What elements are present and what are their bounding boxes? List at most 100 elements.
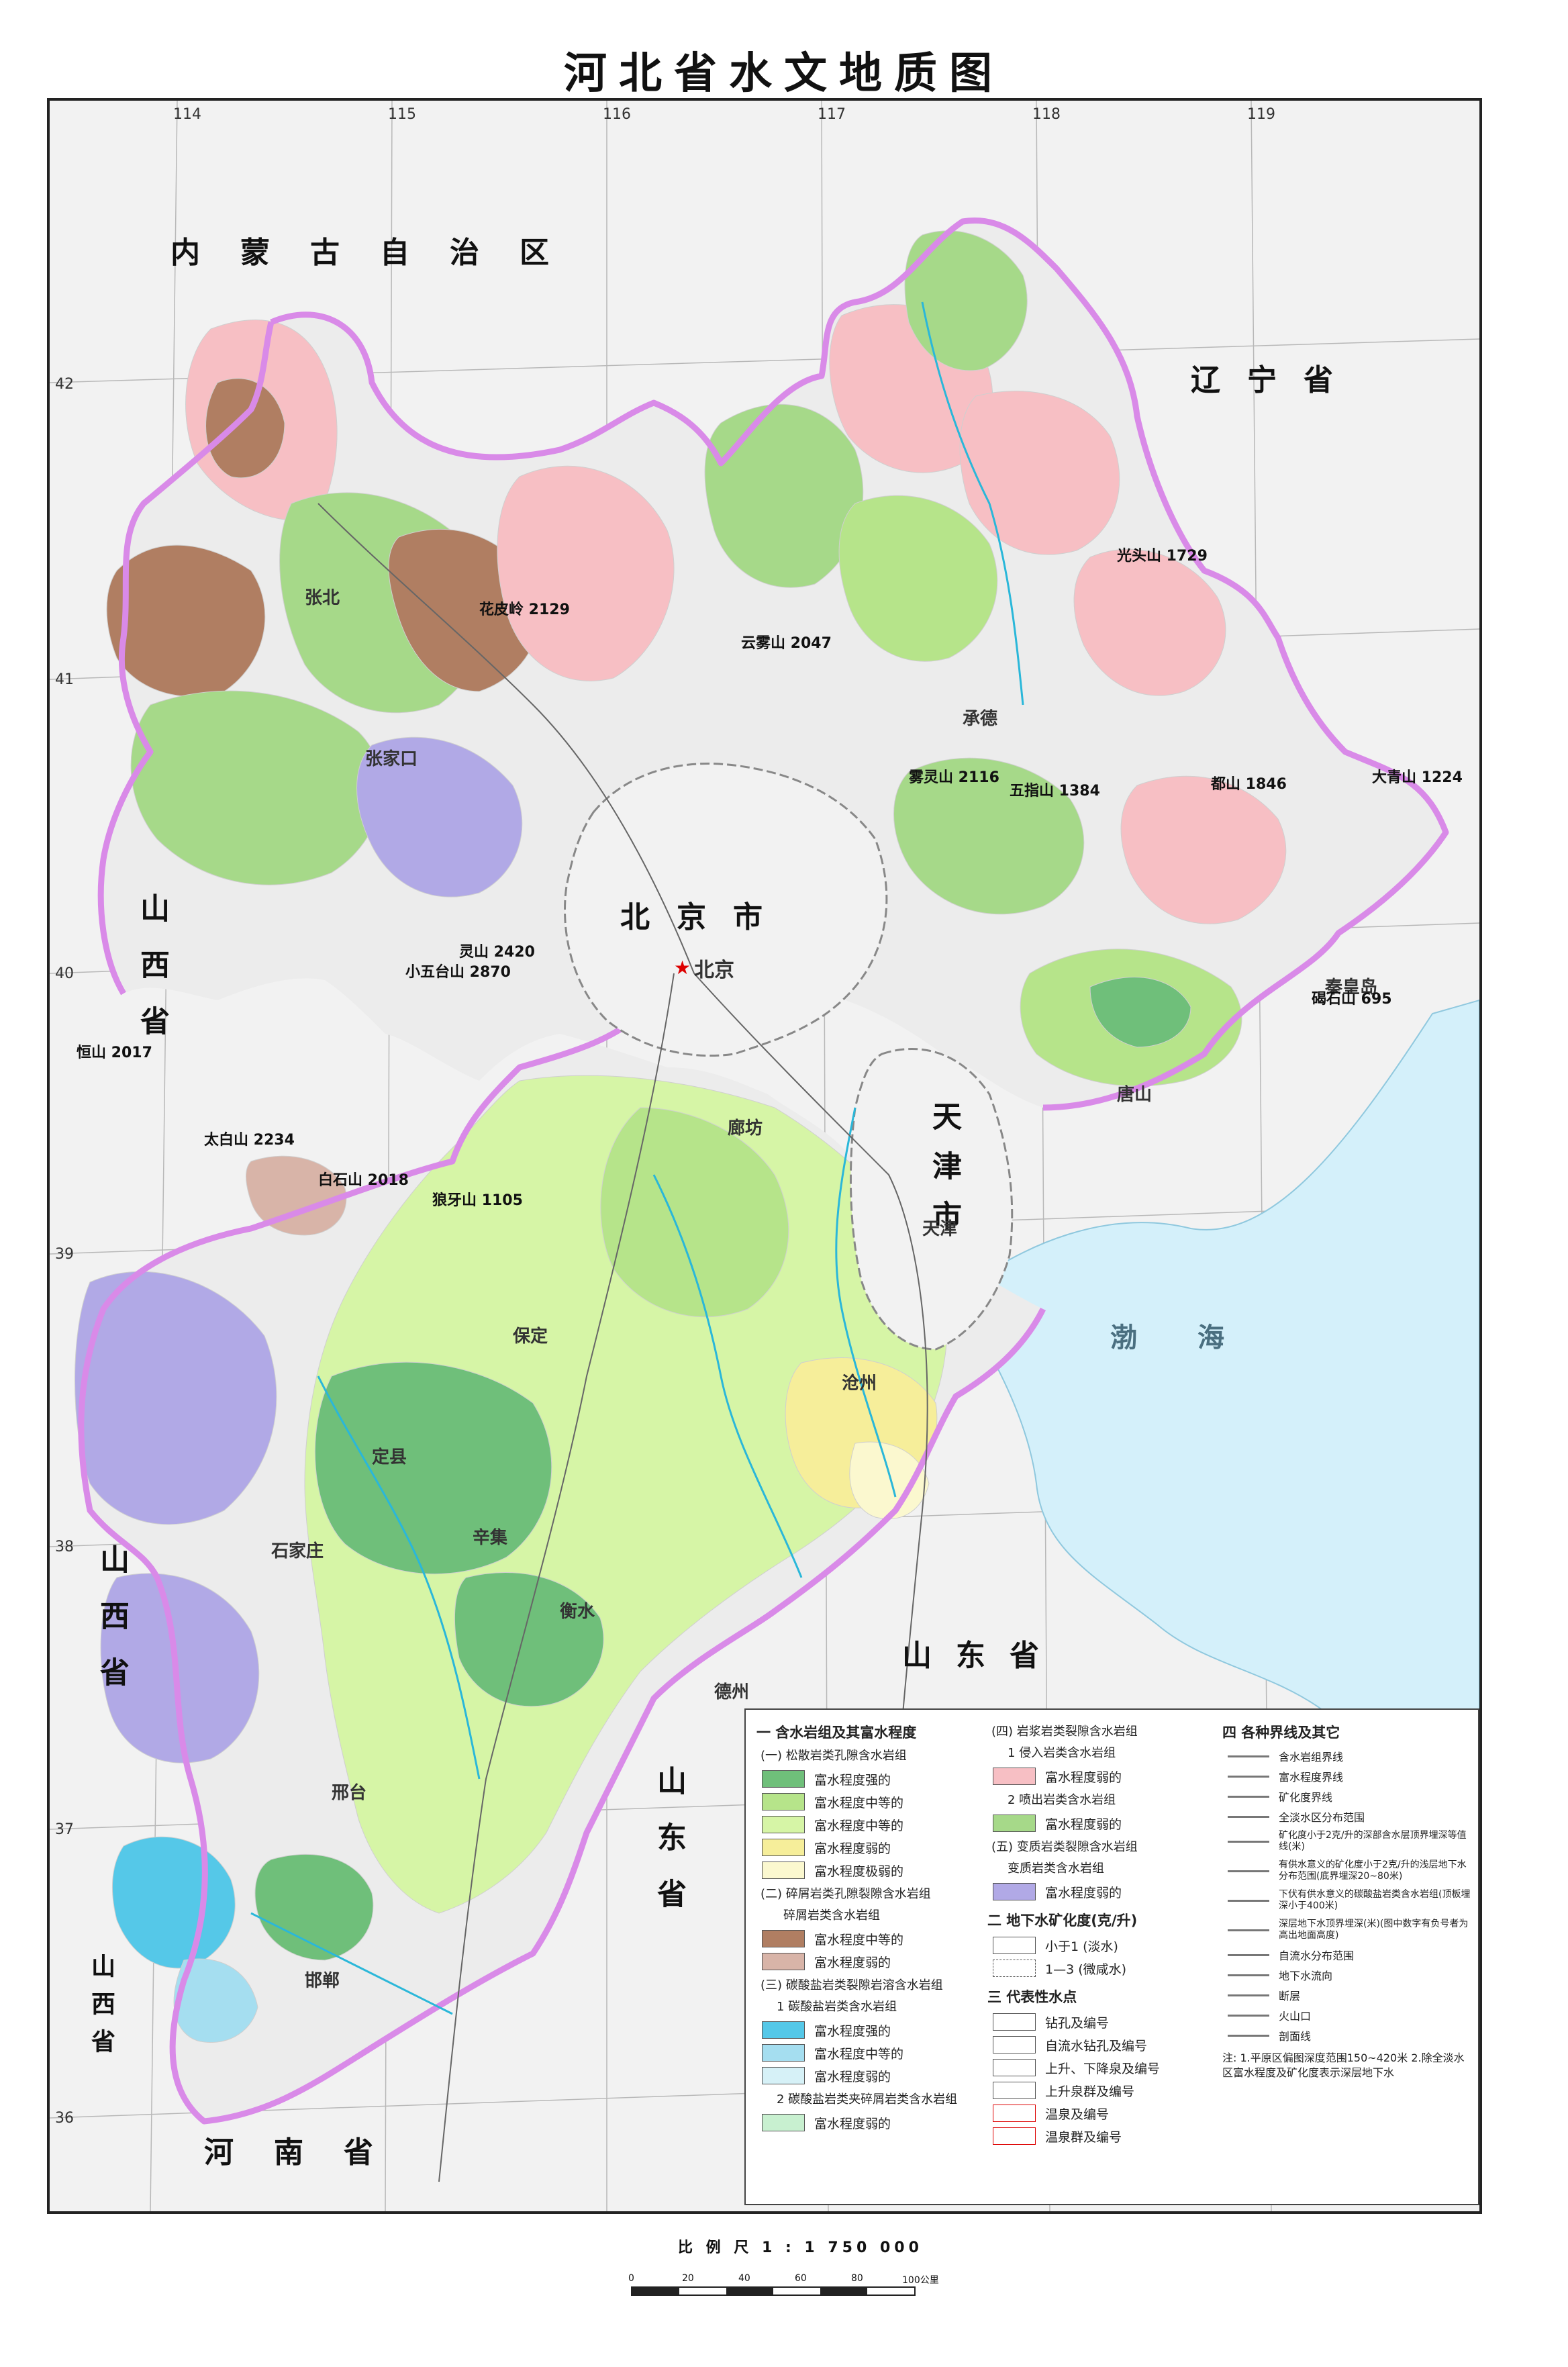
scale-segment: [726, 2288, 773, 2294]
legend-subheading: 2 碳酸盐岩类夹碎屑岩类含水岩组: [777, 2092, 958, 2107]
lon-label: 115: [388, 106, 416, 123]
peak-label: 白石山 2018: [318, 1172, 409, 1189]
lat-label: 41: [55, 671, 74, 688]
capital-star-icon: ★: [674, 957, 691, 979]
legend-subheading: 变质岩类含水岩组: [1008, 1862, 1104, 1876]
legend-item: 深层地下水顶界埋深(米)(图中数字有负号者为高出地面高度): [1222, 1915, 1471, 1945]
legend-item: 富水程度中等的: [756, 1790, 978, 1813]
legend-item: 火山口: [1222, 2005, 1471, 2025]
lat-label: 40: [55, 965, 74, 982]
peak-label: 花皮岭 2129: [479, 601, 570, 618]
volcano-icon: [1228, 2007, 1269, 2023]
legend-subheading: 2 喷出岩类含水岩组: [1008, 1793, 1116, 1807]
city-label-zhangbei: 张北: [305, 588, 340, 608]
region-label-shanxi-2: 山西省: [95, 1544, 129, 1713]
city-label-zhangjiakou: 张家口: [365, 749, 418, 769]
legend-item: 富水程度中等的: [756, 1813, 978, 1836]
lat-label: 38: [55, 1539, 74, 1555]
legend-subheading: 1 碳酸盐岩类含水岩组: [777, 2000, 897, 2014]
legend-line: [1228, 1922, 1269, 1938]
scale-tick: 0: [628, 2273, 634, 2284]
legend-item: 小于1 (淡水): [987, 1934, 1209, 1957]
scale-line: [631, 2286, 916, 2296]
peak-label: 大青山 1224: [1372, 769, 1463, 786]
legend-swatch: [762, 2021, 805, 2039]
fault-icon: [1228, 1987, 1269, 2003]
legend-item: 有供水意义的矿化度小于2克/升的浅层地下水分布范围(底界埋深20~80米): [1222, 1856, 1471, 1886]
lat-label: 37: [55, 1821, 74, 1838]
legend-item: 富水程度强的: [756, 1768, 978, 1790]
spring-group-icon: [993, 2082, 1036, 2099]
city-label-handan: 邯郸: [305, 1971, 340, 1991]
legend-item: 富水程度弱的: [756, 1950, 978, 1973]
legend-swatch: [762, 2067, 805, 2084]
legend-item: 地下水流向: [1222, 1965, 1471, 1985]
scale-tick: 40: [738, 2273, 750, 2284]
city-label-qinhuangdao: 秦皇岛: [1325, 977, 1378, 998]
legend-subheading: (三) 碳酸盐岩类裂隙岩溶含水岩组: [761, 1978, 943, 1992]
scale-tick: 100公里: [902, 2275, 939, 2286]
region-label-shandong: 山东省: [902, 1639, 1063, 1673]
legend-item: 自流水钻孔及编号: [987, 2033, 1209, 2056]
legend-line: [1228, 1947, 1269, 1963]
legend-subheading: (二) 碎屑岩类孔隙裂隙含水岩组: [761, 1887, 931, 1901]
scale-tick: 80: [851, 2273, 863, 2284]
scale-segment: [820, 2288, 867, 2294]
legend-swatch: [762, 1953, 805, 1970]
region-label-tianjin: 天津市: [927, 1101, 961, 1250]
legend-subheading: 碎屑岩类含水岩组: [783, 1909, 880, 1923]
city-label-dingzhou: 定县: [372, 1447, 407, 1467]
legend-swatch: [993, 1883, 1036, 1900]
legend-subheading: 1 侵入岩类含水岩组: [1008, 1746, 1116, 1760]
legend-swatch: [993, 1937, 1036, 1954]
city-label-cangzhou: 沧州: [842, 1373, 877, 1394]
lon-label: 117: [818, 106, 846, 123]
legend-item: 富水程度中等的: [756, 1927, 978, 1950]
city-label-xinji: 辛集: [473, 1528, 508, 1548]
legend-column-1: 一 含水岩组及其富水程度 (一) 松散岩类孔隙含水岩组 富水程度强的 富水程度中…: [756, 1719, 978, 2134]
legend-line: [1228, 1863, 1269, 1879]
lon-label: 119: [1247, 106, 1275, 123]
legend-swatch: [762, 1839, 805, 1856]
city-label-baoding: 保定: [513, 1326, 548, 1347]
region-label-bohai: 渤海: [1110, 1322, 1285, 1353]
region-label-beijing: 北京市: [620, 900, 789, 934]
city-label-xingtai: 邢台: [332, 1783, 367, 1803]
legend-column-2: (四) 岩浆岩类裂隙含水岩组 1 侵入岩类含水岩组 富水程度弱的 2 喷出岩类含…: [987, 1719, 1209, 2147]
peak-label: 雾灵山 2116: [909, 769, 999, 786]
legend-item: 上升、下降泉及编号: [987, 2056, 1209, 2079]
legend-item: 钻孔及编号: [987, 2011, 1209, 2033]
legend-swatch: [762, 1862, 805, 1879]
lon-label: 118: [1032, 106, 1061, 123]
peak-label: 碣石山 695: [1312, 991, 1392, 1008]
map-frame: 内蒙古自治区 辽宁省 北京市 天津市 山东省 山东省 河南省 渤海 山西省 山西…: [47, 98, 1482, 2214]
peak-label: 五指山 1384: [1010, 783, 1100, 800]
legend-heading: 二 地下水矿化度(克/升): [987, 1913, 1138, 1929]
city-label-tangshan: 唐山: [1117, 1085, 1153, 1105]
legend-line: [1228, 1748, 1269, 1764]
hot-spring-group-icon: [993, 2127, 1036, 2145]
scale-bar: 比 例 尺 1 : 1 750 000 0 20 40 60 80 100公里: [604, 2235, 1007, 2300]
legend-swatch: [993, 1960, 1036, 1977]
legend-item: 1—3 (微咸水): [987, 1957, 1209, 1980]
region-label-shandong-2: 山东省: [652, 1766, 686, 1935]
legend-column-3: 四 各种界线及其它 含水岩组界线 富水程度界线 矿化度界线 全淡水区分布范围 矿…: [1222, 1719, 1471, 2080]
scale-tick: 20: [682, 2273, 694, 2284]
region-label-shanxi-1: 山西省: [135, 893, 169, 1062]
legend-line: [1228, 1892, 1269, 1909]
city-label-dezhou: 德州: [714, 1682, 750, 1702]
tianjin-boundary: [849, 1048, 1014, 1351]
region-label-henan: 河南省: [204, 2135, 413, 2170]
lat-label: 39: [55, 1246, 74, 1263]
legend-swatch: [762, 1816, 805, 1833]
rivers: [250, 301, 1024, 2015]
lon-label: 116: [603, 106, 631, 123]
bohai-sea: [954, 999, 1479, 1712]
legend-item: 温泉及编号: [987, 2102, 1209, 2125]
lat-label: 36: [55, 2110, 74, 2127]
flow-arrow-icon: [1228, 1967, 1269, 1983]
legend-item: 下伏有供水意义的碳酸盐岩类含水岩组(顶板埋深小于400米): [1222, 1886, 1471, 1915]
peak-label: 小五台山 2870: [405, 964, 511, 981]
legend-item: 全淡水区分布范围: [1222, 1806, 1471, 1827]
legend-item: 富水程度弱的: [756, 2111, 978, 2134]
